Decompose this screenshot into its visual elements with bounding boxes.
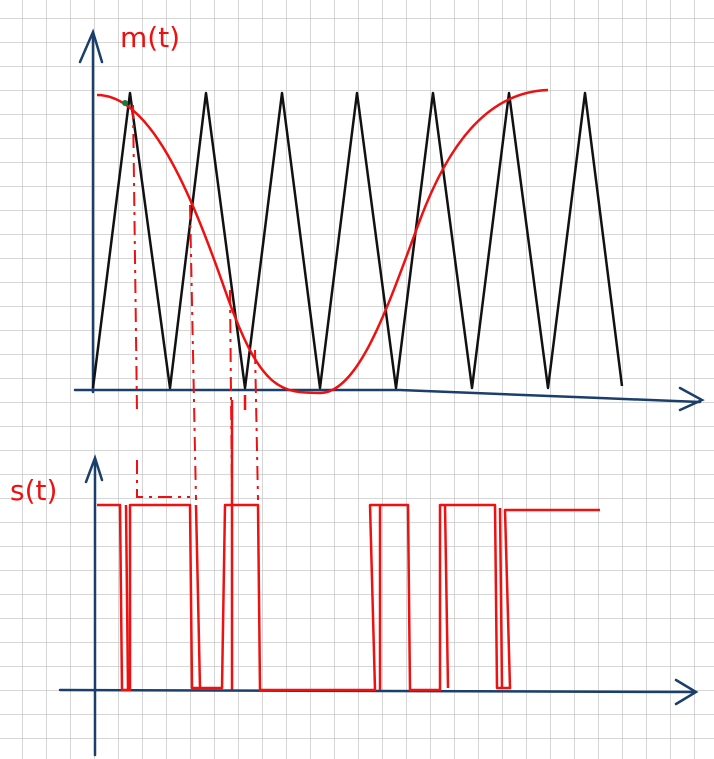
arrow-head bbox=[674, 678, 699, 706]
time-axis-bottom bbox=[58, 688, 696, 694]
projection bbox=[189, 204, 197, 501]
pwm-edge bbox=[498, 507, 504, 689]
projection bbox=[230, 395, 247, 690]
pwm-edge bbox=[194, 504, 202, 689]
start-dot bbox=[122, 100, 128, 106]
arrow-head bbox=[678, 386, 705, 412]
top-axis-label: m(t) bbox=[120, 21, 180, 54]
bottom-axis-label: s(t) bbox=[10, 474, 57, 507]
arrow-head bbox=[78, 28, 104, 64]
modulating-signal bbox=[96, 88, 549, 395]
projection bbox=[254, 349, 259, 501]
time-axis-top bbox=[73, 388, 702, 404]
carrier-wave bbox=[91, 91, 624, 390]
pwm-edge bbox=[124, 504, 130, 691]
arrow-head bbox=[84, 454, 104, 484]
pwm-edge bbox=[443, 504, 450, 689]
pwm-signal bbox=[97, 503, 600, 692]
top-axes bbox=[73, 28, 705, 412]
bottom-axes bbox=[58, 454, 699, 757]
projection bbox=[136, 460, 190, 498]
projection bbox=[132, 104, 138, 413]
